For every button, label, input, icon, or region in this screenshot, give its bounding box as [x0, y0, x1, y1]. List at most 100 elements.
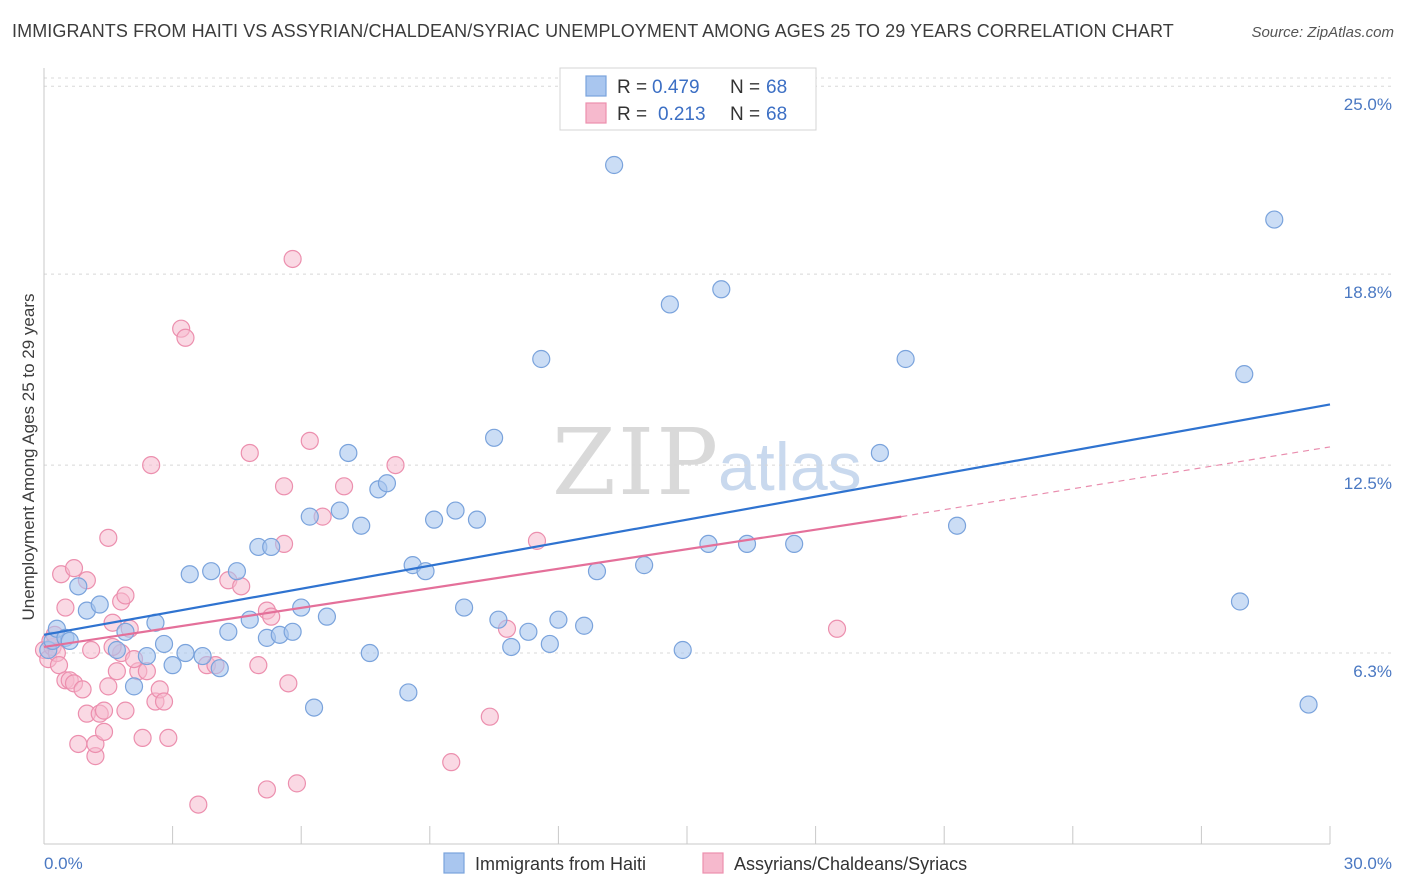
series2-point: [99, 677, 118, 696]
series2-point: [94, 701, 114, 720]
chart-title: IMMIGRANTS FROM HAITI VS ASSYRIAN/CHALDE…: [12, 21, 1174, 41]
series2-trendline: [43, 515, 902, 649]
series2-point: [116, 701, 135, 720]
series1-point: [60, 631, 79, 651]
series1-point: [210, 659, 229, 678]
series1-point: [532, 349, 551, 369]
series1-point: [180, 565, 199, 584]
series1-point: [1265, 210, 1284, 229]
y-tick-label: 12.5%: [1344, 474, 1392, 493]
series1-point: [202, 562, 221, 581]
series1-point: [540, 634, 559, 654]
series2-point: [240, 443, 259, 463]
gridlines: [44, 77, 1392, 654]
series2-point: [73, 680, 92, 699]
series1-point: [896, 349, 915, 369]
series1-point: [262, 537, 281, 557]
series2-point: [283, 249, 302, 269]
series1-trendline: [43, 403, 1331, 636]
series1-point: [519, 622, 538, 641]
series1-point: [454, 598, 474, 617]
legend-n-label-1: N =: [730, 77, 760, 98]
trend-lines: [43, 403, 1331, 649]
bottom-legend-label-series2: Assyrians/Chaldeans/Syriacs: [734, 854, 967, 874]
bottom-legend-swatch-series2: [702, 852, 724, 874]
legend-swatch-series1: [585, 75, 607, 97]
series2-point: [287, 774, 307, 793]
series2-point: [69, 734, 88, 754]
series1-point: [399, 683, 418, 702]
series2-points: [34, 249, 847, 814]
series2-point: [99, 528, 118, 547]
series1-point: [485, 428, 504, 447]
series1-point: [137, 646, 156, 666]
y-tick-label: 25.0%: [1344, 95, 1392, 114]
series2-point: [64, 559, 84, 578]
series1-point: [116, 622, 135, 641]
series1-point: [193, 646, 212, 666]
series1-point: [1235, 365, 1254, 384]
series2-point: [334, 477, 354, 496]
legend-r-label-2: R =: [617, 104, 647, 125]
series1-point: [124, 677, 144, 696]
series1-point: [352, 516, 371, 535]
bottom-legend-swatch-series1: [443, 852, 465, 874]
watermark-zip: ZIP: [552, 409, 720, 516]
series1-point: [712, 280, 731, 299]
series1-point: [660, 295, 679, 314]
x-ticks: [43, 826, 1331, 844]
series2-point: [386, 455, 405, 475]
series2-point: [249, 656, 268, 675]
series1-point: [90, 595, 109, 614]
series2-point: [442, 753, 461, 772]
series1-point: [176, 643, 195, 663]
series2-point: [279, 674, 298, 693]
legend-n-value-2: 68: [766, 104, 787, 125]
series1-point: [219, 622, 238, 641]
series1-point: [467, 510, 487, 529]
series1-point: [339, 443, 358, 463]
series1-point: [446, 501, 465, 520]
series1-point: [673, 640, 692, 660]
series2-point: [94, 722, 114, 741]
x-tick-label-max: 30.0%: [1344, 854, 1392, 873]
series1-point: [107, 640, 126, 660]
legend-n-label-2: N =: [730, 104, 760, 125]
source-label: Source: ZipAtlas.com: [1251, 24, 1394, 41]
series1-point: [502, 637, 521, 657]
series1-point: [575, 616, 594, 635]
series2-point: [159, 728, 178, 748]
series1-point: [785, 534, 804, 554]
series1-point: [360, 643, 379, 663]
series2-point: [107, 662, 126, 681]
series2-point: [300, 431, 319, 450]
bottom-legend-label-series1: Immigrants from Haiti: [475, 854, 646, 874]
series1-point: [377, 474, 397, 493]
series2-point: [232, 577, 251, 596]
series2-point: [176, 328, 195, 347]
correlation-legend: R = 0.479 N = 68 R = 0.213 N = 68: [559, 67, 817, 131]
series1-point: [605, 155, 624, 175]
series2-point: [480, 707, 499, 726]
x-tick-label-min: 0.0%: [44, 854, 83, 873]
legend-n-value-1: 68: [766, 77, 787, 98]
series2-point: [82, 640, 101, 660]
series1-point: [699, 534, 718, 554]
series2-point: [116, 586, 135, 605]
series1-point: [737, 534, 757, 554]
legend-r-label-1: R =: [617, 77, 647, 98]
series2-point: [274, 477, 294, 496]
series1-point: [587, 562, 607, 581]
series1-point: [1230, 592, 1250, 611]
series2-point: [257, 780, 277, 799]
series1-point: [227, 562, 246, 581]
series1-point: [330, 501, 349, 520]
series1-point: [1299, 695, 1318, 714]
series2-point: [49, 656, 69, 675]
legend-r-value-2: 0.213: [658, 104, 706, 125]
series1-point: [635, 556, 654, 575]
y-tick-label: 18.8%: [1344, 283, 1392, 302]
series-legend: Immigrants from Haiti Assyrians/Chaldean…: [443, 852, 967, 874]
y-tick-labels: 6.3% 12.5% 18.8% 25.0%: [1344, 95, 1392, 681]
